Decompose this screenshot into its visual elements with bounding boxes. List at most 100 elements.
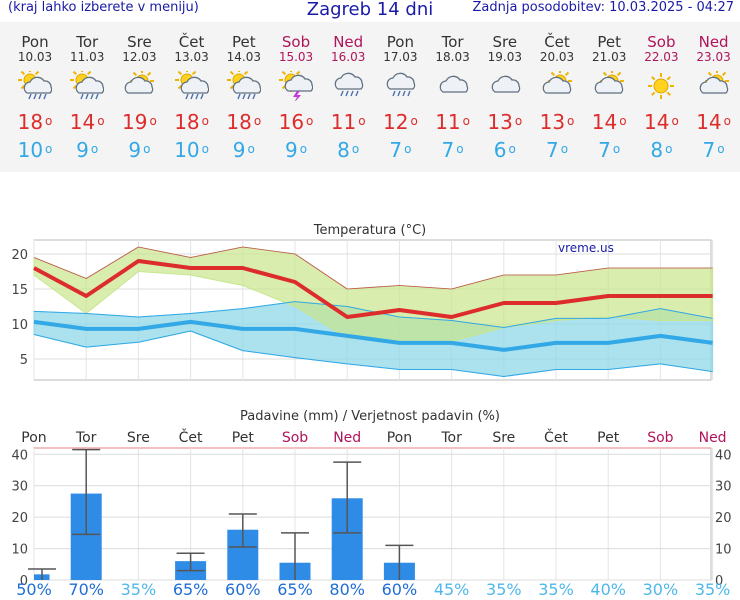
precipitation-y-tick-left: 30 <box>11 480 28 495</box>
day-date: 13.03 <box>174 50 209 64</box>
precipitation-y-tick-left: 0 <box>20 574 28 589</box>
day-name: Tor <box>441 33 464 51</box>
sun-cloud-thunder-icon <box>279 71 313 101</box>
day-date: 17.03 <box>383 50 418 64</box>
day-date: 10.03 <box>17 50 53 64</box>
forecast-day: Sre 12.03 19 o 9 o <box>113 22 165 162</box>
max-temp: 13 o <box>487 110 523 134</box>
precipitation-plot-area <box>33 447 712 581</box>
precipitation-x-tick: Tor <box>75 430 97 446</box>
precipitation-probability: 65% <box>277 580 313 599</box>
sun-cloud-icon <box>125 71 155 94</box>
precipitation-x-tick: Sob <box>647 430 673 446</box>
forecast-day: Čet 13.03 18 o 10 o <box>166 22 218 162</box>
cloud-rain-icon <box>334 72 364 97</box>
page-header: (kraj lahko izberete v meniju) Zagreb 14… <box>0 0 740 22</box>
precipitation-probability: 40% <box>590 580 626 599</box>
forecast-day: Pon 10.03 18 o 10 o <box>9 22 61 162</box>
day-date: 14.03 <box>226 50 261 64</box>
day-name: Pon <box>386 33 414 51</box>
precipitation-x-tick: Pet <box>597 430 620 446</box>
precipitation-probability: 30% <box>642 580 679 599</box>
forecast-day: Pet 21.03 14 o 7 o <box>583 22 635 162</box>
day-name: Sob <box>647 33 676 51</box>
day-name: Sob <box>281 33 311 51</box>
day-date: 19.03 <box>487 50 522 64</box>
day-date: 21.03 <box>592 50 627 64</box>
sun-cloud-icon <box>594 71 625 94</box>
forecast-day: Sre 19.03 13 o 6 o <box>479 22 531 162</box>
precipitation-x-tick: Sre <box>127 430 150 446</box>
day-name: Ned <box>698 33 729 51</box>
precipitation-probability: 35% <box>538 580 574 599</box>
precipitation-x-tick: Sob <box>282 430 308 446</box>
max-temp-upper-line <box>33 246 713 290</box>
precipitation-x-tick: Pet <box>232 430 255 446</box>
max-temp: 11 o <box>435 110 470 134</box>
precipitation-y-tick-right: 40 <box>715 448 732 463</box>
precipitation-chart-title: Padavine (mm) / Verjetnost padavin (%) <box>240 409 500 424</box>
forecast-day: Tor 18.03 11 o 7 o <box>427 22 479 162</box>
precipitation-probability: 45% <box>433 580 470 599</box>
max-temp-line <box>33 259 713 319</box>
precipitation-probability: 35% <box>486 580 522 599</box>
day-name: Ned <box>333 33 364 51</box>
precipitation-x-tick: Čet <box>179 428 203 446</box>
precipitation-y-tick-right: 30 <box>715 480 732 495</box>
day-date: 23.03 <box>696 50 731 64</box>
precipitation-probability: 80% <box>329 580 365 599</box>
precipitation-y-tick-right: 10 <box>715 543 732 558</box>
day-date: 20.03 <box>539 50 575 64</box>
temperature-y-tick: 5 <box>20 353 28 368</box>
max-temp: 14 o <box>69 110 105 134</box>
max-temp: 19 o <box>121 110 157 134</box>
day-date: 16.03 <box>331 50 366 64</box>
min-temp: 10 o <box>174 138 209 162</box>
precipitation-probability: 65% <box>172 580 209 599</box>
max-temp: 14 o <box>643 110 679 134</box>
max-temp: 18 o <box>226 110 262 134</box>
sun-cloud-icon <box>542 71 572 94</box>
day-name: Čet <box>178 33 205 51</box>
precipitation-x-tick: Čet <box>544 428 568 446</box>
max-temp: 13 o <box>539 110 575 134</box>
cloud-icon <box>439 75 468 93</box>
day-date: 12.03 <box>122 50 157 64</box>
precipitation-x-tick: Tor <box>440 430 462 446</box>
location-hint[interactable]: (kraj lahko izberete v meniju) <box>8 0 199 15</box>
sun-cloud-rain-icon <box>174 71 209 100</box>
max-temp: 14 o <box>696 110 731 134</box>
day-name: Sre <box>492 33 518 51</box>
precipitation-probability: 60% <box>381 580 418 599</box>
day-name: Sre <box>127 33 152 51</box>
precipitation-probability: 35% <box>120 580 157 599</box>
precipitation-x-tick: Ned <box>699 430 727 446</box>
sun-icon <box>648 73 675 99</box>
chart-watermark: vreme.us <box>558 241 614 255</box>
max-temp: 16 o <box>278 110 314 134</box>
temperature-chart-title: Temperatura (°C) <box>313 223 426 238</box>
precipitation-probability: 35% <box>694 580 731 599</box>
day-date: 11.03 <box>70 50 105 64</box>
forecast-day: Sob 15.03 16 o 9 o <box>270 22 322 162</box>
precipitation-x-tick: Sre <box>492 430 515 446</box>
day-name: Tor <box>76 33 99 51</box>
max-temp: 14 o <box>591 110 627 134</box>
forecast-day: Ned 23.03 14 o 7 o <box>688 22 740 162</box>
min-temp-lower-line <box>33 330 713 377</box>
forecast-day: Tor 11.03 14 o 9 o <box>61 22 113 162</box>
precipitation-x-tick: Pon <box>21 430 46 446</box>
day-date: 15.03 <box>278 50 314 64</box>
precipitation-probability: 60% <box>225 580 261 599</box>
